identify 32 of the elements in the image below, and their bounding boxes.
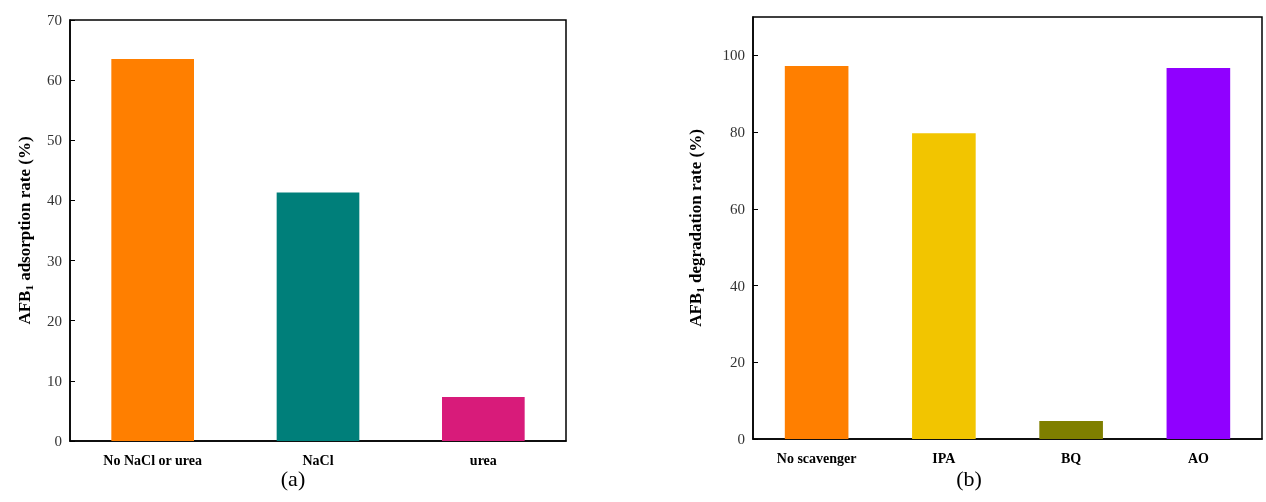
y-axis-title: AFB1 adsorption rate (%) [15, 136, 35, 325]
bar [276, 192, 360, 441]
bar [111, 59, 194, 441]
x-tick-label: No scavenger [776, 450, 857, 466]
bar [442, 397, 525, 441]
y-tick-label: 80 [730, 124, 745, 141]
x-tick-label: urea [469, 452, 497, 468]
y-tick-label: 20 [47, 312, 62, 329]
y-tick-label: 0 [737, 431, 745, 447]
x-tick-label: IPA [932, 450, 957, 466]
x-tick-label: AO [1187, 450, 1209, 466]
y-tick-label: 50 [47, 132, 62, 149]
y-tick-label: 60 [47, 72, 62, 89]
y-tick-label: 20 [730, 354, 745, 371]
bar [912, 133, 976, 439]
y-tick-label: 100 [722, 47, 745, 64]
x-tick-label: NaCl [302, 452, 334, 468]
y-tick-label: 30 [47, 252, 62, 269]
text: (b) [956, 465, 982, 491]
y-tick-label: 10 [47, 372, 62, 389]
y-tick-label: 40 [47, 192, 62, 209]
x-tick-label: BQ [1061, 450, 1082, 466]
bar [784, 66, 849, 439]
y-axis-title: AFB1 degradation rate (%) [686, 129, 706, 327]
y-tick-label: 0 [54, 433, 62, 449]
y-tick-label: 60 [730, 200, 745, 217]
x-tick-label: No NaCl or urea [103, 452, 202, 468]
bar [1039, 420, 1103, 439]
y-tick-label: 70 [47, 12, 62, 28]
y-tick-label: 40 [730, 277, 745, 294]
text: (a) [280, 465, 306, 491]
bar [1166, 68, 1231, 439]
